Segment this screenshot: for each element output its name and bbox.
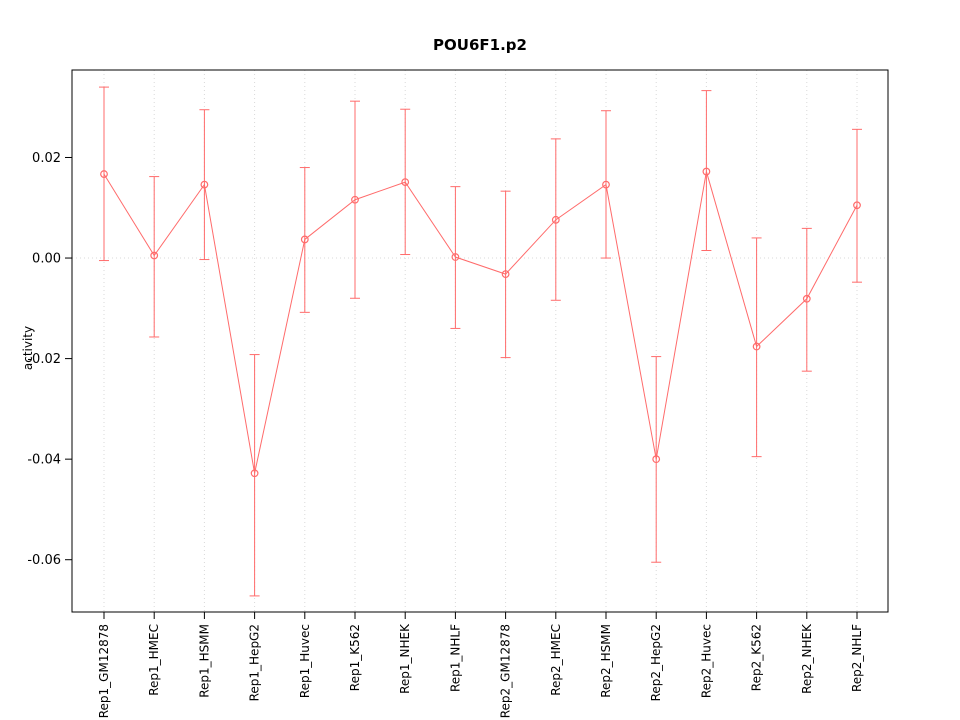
data-point (802, 294, 811, 303)
x-tick-label: Rep2_Huvec (699, 624, 713, 698)
data-point (250, 469, 259, 478)
x-tick-label: Rep1_HepG2 (248, 624, 262, 701)
data-point (451, 253, 460, 261)
x-tick-label: Rep2_NHEK (800, 623, 814, 694)
data-point (702, 167, 711, 176)
x-tick-label: Rep2_GM12878 (499, 624, 513, 718)
data-point (752, 342, 761, 351)
data-point (351, 195, 359, 204)
x-tick-label: Rep1_NHLF (448, 624, 462, 692)
data-point (100, 170, 108, 178)
x-tick-label: Rep1_K562 (348, 624, 362, 691)
data-point (150, 251, 159, 260)
x-tick-label: Rep1_HMEC (147, 624, 161, 696)
series-line (103, 171, 858, 474)
x-tick-label: Rep1_HSMM (197, 624, 211, 698)
y-tick-label: -0.06 (27, 553, 61, 568)
x-tick-label: Rep2_HepG2 (649, 624, 663, 701)
y-tick-label: 0.00 (32, 252, 61, 267)
data-point (401, 178, 410, 187)
x-tick-label: Rep2_NHLF (850, 624, 864, 692)
data-point (853, 201, 861, 210)
data-point (551, 215, 560, 224)
plot-border (71, 69, 889, 613)
chart-title: POU6F1.p2 (433, 36, 527, 54)
data-point (200, 180, 209, 189)
y-tick-label: 0.02 (32, 151, 61, 166)
y-tick-label: -0.02 (27, 352, 61, 367)
x-tick-label: Rep1_Huvec (298, 624, 312, 698)
data-point (602, 180, 610, 189)
data-point (300, 235, 309, 244)
y-tick-label: -0.04 (27, 453, 61, 468)
data-point (501, 270, 510, 279)
y-axis-label: activity (21, 325, 35, 371)
x-tick-label: Rep1_GM12878 (97, 624, 111, 718)
x-tick-label: Rep2_HMEC (549, 624, 563, 696)
x-tick-label: Rep1_NHEK (398, 623, 412, 694)
data-point (652, 455, 661, 464)
x-tick-label: Rep2_HSMM (599, 624, 613, 698)
x-tick-label: Rep2_K562 (750, 624, 764, 691)
